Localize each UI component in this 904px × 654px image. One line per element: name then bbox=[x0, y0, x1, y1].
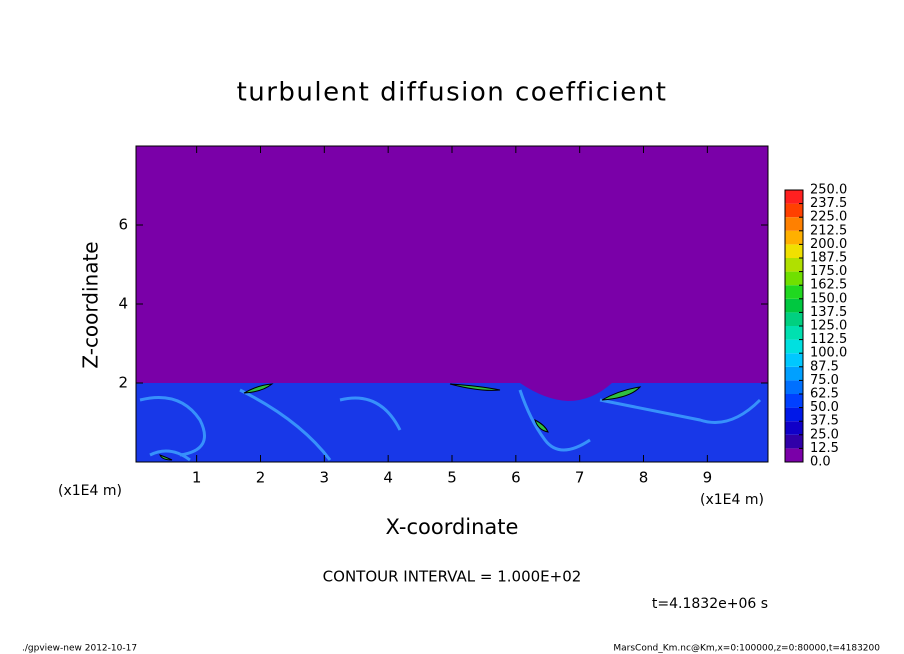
colorbar-label: 62.5 bbox=[810, 387, 839, 402]
colorbar-bin bbox=[785, 203, 803, 218]
colorbar-bin bbox=[785, 298, 803, 313]
chart-title: turbulent diffusion coefficient bbox=[237, 78, 668, 108]
x-unit-right: (x1E4 m) bbox=[700, 492, 764, 508]
colorbar-bin bbox=[785, 380, 803, 394]
colorbar-bin bbox=[785, 190, 803, 204]
turbulent-layer bbox=[136, 383, 768, 462]
colorbar-bin bbox=[785, 312, 803, 326]
colorbar-label: 137.5 bbox=[810, 305, 847, 320]
colorbar-bin bbox=[785, 421, 803, 435]
colorbar-bin bbox=[785, 244, 803, 258]
colorbar-bin bbox=[785, 353, 803, 367]
colorbar-label: 250.0 bbox=[810, 183, 847, 198]
y-tick-label: 6 bbox=[118, 216, 128, 234]
colorbar-bin bbox=[785, 407, 803, 422]
y-tick-label: 2 bbox=[118, 374, 128, 392]
colorbar-bin bbox=[785, 339, 803, 354]
colorbar-bin bbox=[785, 326, 803, 340]
colorbar-label: 162.5 bbox=[810, 278, 847, 293]
colorbar-label: 212.5 bbox=[810, 223, 847, 238]
colorbar-bin bbox=[785, 285, 803, 299]
colorbar-bin bbox=[785, 271, 803, 286]
colorbar-label: 237.5 bbox=[810, 196, 847, 211]
colorbar-label: 50.0 bbox=[810, 400, 839, 415]
colorbar-bin bbox=[785, 448, 803, 462]
footer-left: ./gpview-new 2012-10-17 bbox=[22, 644, 137, 654]
x-axis-label: X-coordinate bbox=[386, 515, 519, 539]
field bbox=[135, 145, 769, 463]
colorbar-label: 150.0 bbox=[810, 291, 847, 306]
contour-interval: CONTOUR INTERVAL = 1.000E+02 bbox=[323, 568, 582, 586]
turbulent-swirls bbox=[139, 388, 762, 462]
y-axis-label: Z-coordinate bbox=[79, 241, 103, 368]
colorbar-label: 175.0 bbox=[810, 264, 847, 279]
x-tick-label: 8 bbox=[639, 469, 649, 487]
colorbar-label: 75.0 bbox=[810, 373, 839, 388]
colorbar-label: 87.5 bbox=[810, 359, 839, 374]
colorbar-label: 100.0 bbox=[810, 346, 847, 361]
colorbar-label: 37.5 bbox=[810, 414, 839, 429]
x-unit-left: (x1E4 m) bbox=[58, 483, 122, 499]
x-tick-label: 3 bbox=[320, 469, 330, 487]
colorbar-label: 0.0 bbox=[810, 455, 831, 470]
colorbar-bin bbox=[785, 394, 803, 408]
y-tick-label: 4 bbox=[118, 295, 128, 313]
colorbar-bin bbox=[785, 366, 803, 381]
colorbar-bin bbox=[785, 434, 803, 449]
contour-patches bbox=[159, 383, 642, 461]
x-tick-label: 7 bbox=[575, 469, 585, 487]
colorbar-label: 225.0 bbox=[810, 210, 847, 225]
footer-right: MarsCond_Km.nc@Km,x=0:100000,z=0:80000,t… bbox=[613, 644, 880, 654]
colorbar-label: 125.0 bbox=[810, 319, 847, 334]
colorbar-bin bbox=[785, 258, 803, 272]
time-label: t=4.1832e+06 s bbox=[652, 596, 768, 612]
colorbar-label: 187.5 bbox=[810, 251, 847, 266]
colorbar-label: 12.5 bbox=[810, 441, 839, 456]
x-tick-label: 6 bbox=[511, 469, 521, 487]
x-tick-label: 2 bbox=[256, 469, 266, 487]
colorbar-bin bbox=[785, 217, 803, 231]
colorbar-label: 200.0 bbox=[810, 237, 847, 252]
x-tick-label: 4 bbox=[383, 469, 393, 487]
x-tick-label: 9 bbox=[703, 469, 713, 487]
colorbar-bin bbox=[785, 230, 803, 245]
x-tick-label: 1 bbox=[192, 469, 202, 487]
colorbar-label: 25.0 bbox=[810, 427, 839, 442]
colorbar-label: 112.5 bbox=[810, 332, 847, 347]
x-tick-label: 5 bbox=[447, 469, 457, 487]
